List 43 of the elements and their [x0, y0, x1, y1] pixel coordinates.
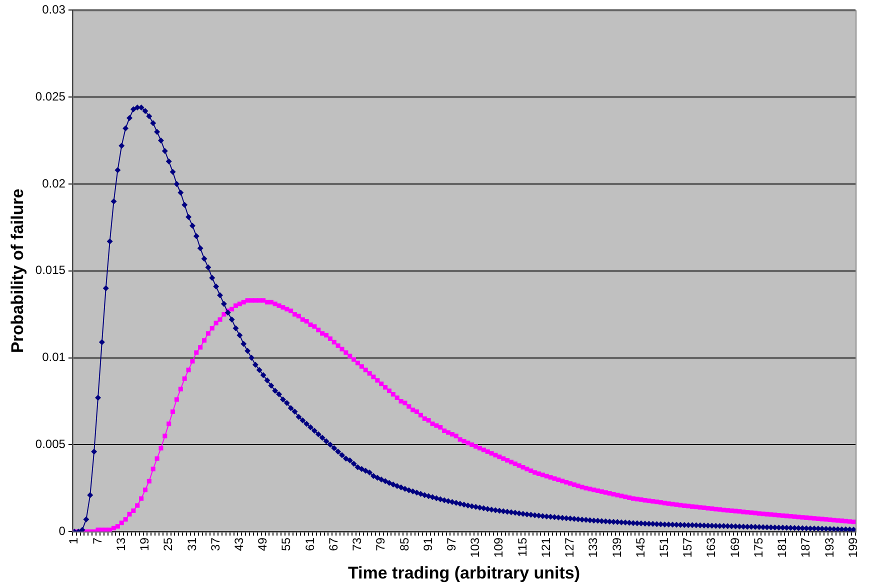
y-tick-label: 0.03: [42, 2, 66, 17]
x-tick-label: 73: [350, 537, 364, 551]
x-tick-label: 139: [610, 537, 624, 558]
x-tick-label: 109: [492, 537, 506, 558]
x-tick-label: 49: [256, 537, 270, 551]
x-tick-label: 85: [397, 537, 412, 551]
y-tick-label: 0.005: [35, 436, 66, 451]
x-tick-label: 187: [798, 537, 813, 558]
x-tick-label: 121: [538, 537, 553, 558]
y-tick-label: 0: [58, 524, 66, 538]
y-tick-label: 0.025: [35, 89, 66, 104]
x-tick-label: 169: [728, 537, 742, 558]
y-tick-label: 0.02: [42, 176, 66, 190]
x-tick-label: 103: [468, 537, 482, 558]
x-tick-label: 31: [184, 537, 199, 551]
x-tick-label: 61: [302, 537, 317, 551]
x-tick-label: 79: [374, 537, 388, 551]
x-tick-label: 43: [232, 537, 246, 551]
x-tick-label: 145: [633, 537, 648, 558]
x-tick-label: 25: [161, 537, 176, 551]
x-tick-label: 7: [90, 537, 104, 544]
x-tick-label: 163: [704, 537, 718, 558]
x-tick-label: 1: [66, 537, 81, 544]
x-tick-label: 115: [515, 537, 530, 557]
x-tick-label: 199: [846, 537, 860, 558]
y-tick-label: 0.015: [35, 263, 66, 278]
y-tick-label: 0.01: [42, 350, 66, 364]
x-tick-label: 13: [114, 537, 128, 551]
x-tick-label: 97: [444, 537, 458, 551]
x-tick-label: 175: [751, 537, 766, 558]
y-axis-title: Probability of failure: [8, 188, 27, 354]
x-tick-label: 91: [420, 537, 435, 551]
x-tick-label: 157: [680, 537, 695, 558]
x-tick-label: 127: [562, 537, 577, 558]
x-tick-label: 67: [326, 537, 340, 551]
x-tick-label: 193: [822, 537, 836, 558]
x-tick-label: 181: [775, 537, 790, 558]
x-tick-label: 55: [279, 537, 294, 551]
x-axis-title: Time trading (arbitrary units): [348, 563, 580, 582]
x-tick-label: 151: [657, 537, 672, 558]
x-tick-label: 133: [586, 537, 600, 558]
x-tick-label: 19: [138, 537, 152, 551]
x-tick-label: 37: [208, 537, 222, 551]
